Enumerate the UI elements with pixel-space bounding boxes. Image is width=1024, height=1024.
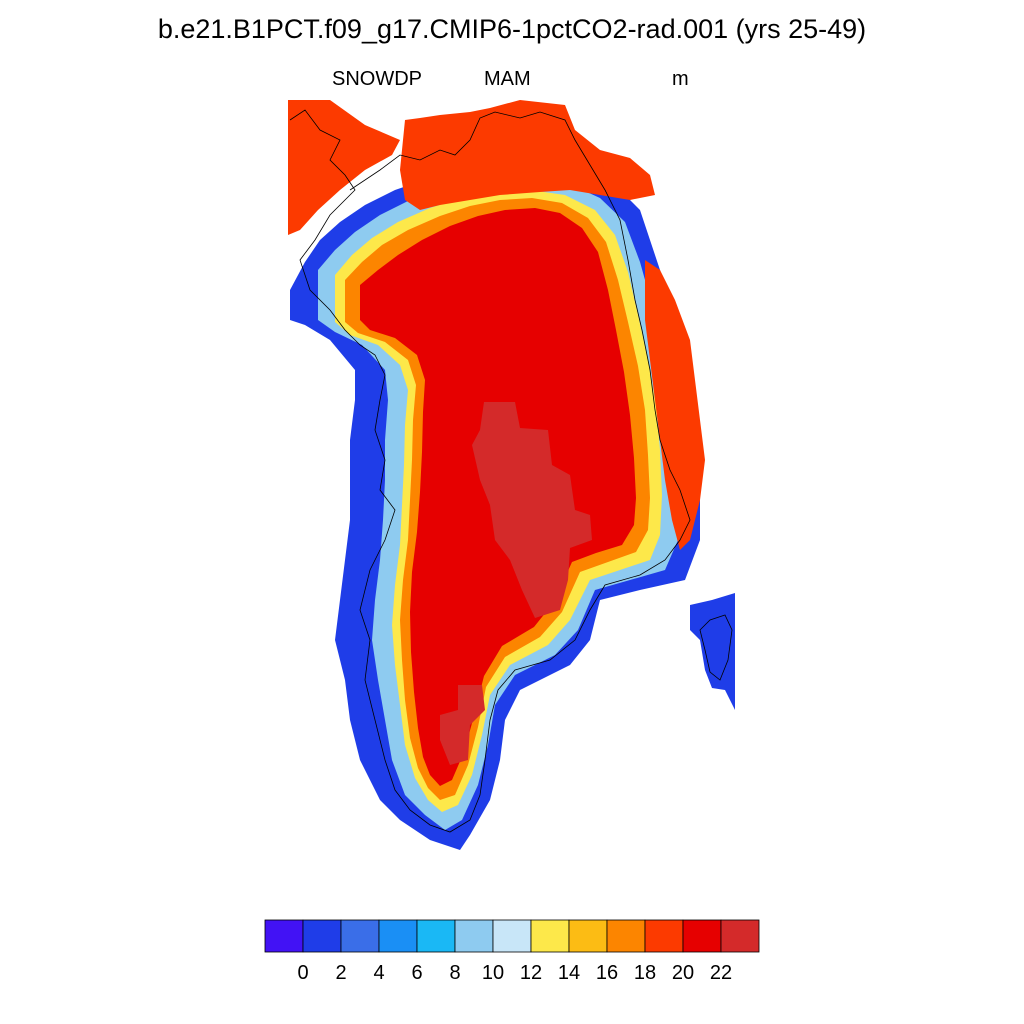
southern-summit-patch <box>440 685 485 765</box>
colorbar-cell <box>530 919 570 953</box>
colorbar-tick-label: 12 <box>519 962 543 984</box>
colorbar-cell <box>454 919 494 953</box>
colorbar-cell <box>492 919 532 953</box>
colorbar-cell <box>644 919 684 953</box>
variable-label: SNOWDP <box>332 68 422 90</box>
colorbar-cell <box>682 919 722 953</box>
units-label: m <box>672 68 689 90</box>
colorbar-cell <box>606 919 646 953</box>
colorbar-tick-label: 20 <box>671 962 695 984</box>
map-layers <box>288 100 735 850</box>
east-island <box>690 593 735 710</box>
colorbar-tick-label: 16 <box>595 962 619 984</box>
colorbar-tick-label: 2 <box>335 962 347 984</box>
colorbar-tick-label: 8 <box>449 962 461 984</box>
northern-red-lobe <box>288 100 400 235</box>
colorbar-tick-label: 0 <box>297 962 309 984</box>
colorbar-tick-label: 10 <box>481 962 505 984</box>
colorbar-tick-label: 14 <box>557 962 581 984</box>
colorbar-cell <box>378 919 418 953</box>
colorbar-cell <box>568 919 608 953</box>
colorbar-cell <box>302 919 342 953</box>
coastline <box>289 109 691 833</box>
northern-red-lobe-2 <box>400 100 655 210</box>
colorbar-tick-label: 4 <box>373 962 385 984</box>
colorbar-tick-label: 6 <box>411 962 423 984</box>
ice-sheet-summit <box>472 402 592 618</box>
northeast-strip <box>645 260 705 550</box>
plot-title: b.e21.B1PCT.f09_g17.CMIP6-1pctCO2-rad.00… <box>157 14 867 44</box>
colorbar-cell <box>720 919 760 953</box>
east-island-coastline <box>699 614 733 681</box>
season-label: MAM <box>484 68 531 90</box>
colorbar-cell <box>416 919 456 953</box>
colorbar-tick-label: 18 <box>633 962 657 984</box>
colorbar-tick-label: 22 <box>709 962 733 984</box>
colorbar-cell <box>264 919 304 953</box>
colorbar-cell <box>340 919 380 953</box>
